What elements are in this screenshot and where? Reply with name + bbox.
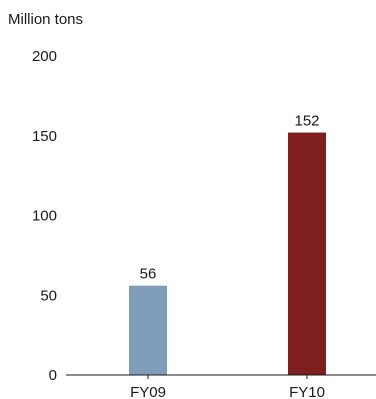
x-tick-label: FY10 xyxy=(289,384,325,399)
bar-fy10 xyxy=(288,132,326,375)
y-tick-label: 50 xyxy=(40,287,57,304)
y-tick-label: 0 xyxy=(49,367,57,384)
y-tick-label: 200 xyxy=(32,48,57,65)
bar-fy09 xyxy=(129,285,167,375)
data-label: 152 xyxy=(294,113,319,130)
y-tick-label: 100 xyxy=(32,208,57,225)
data-label: 56 xyxy=(140,266,157,283)
y-axis-unit-label: Million tons xyxy=(8,11,83,28)
y-tick-label: 150 xyxy=(32,128,57,145)
y-axis-ticks: 0 50 100 150 200 xyxy=(32,48,57,384)
x-tick-label: FY09 xyxy=(130,384,166,399)
data-labels: 56 152 xyxy=(140,113,320,283)
bars xyxy=(129,132,326,375)
x-axis-ticks: FY09 FY10 xyxy=(130,375,325,399)
